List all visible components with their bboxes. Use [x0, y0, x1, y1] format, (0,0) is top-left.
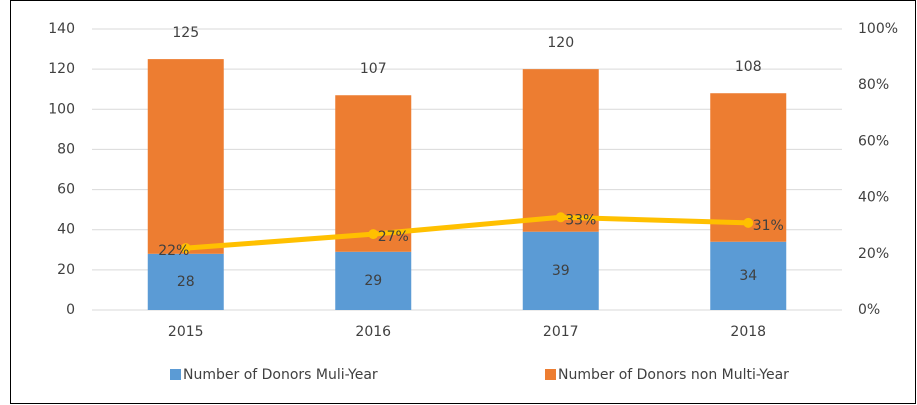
- line-point: [180, 243, 191, 254]
- line-value-label: 22%: [158, 243, 189, 259]
- x-tick-label: 2017: [543, 324, 579, 340]
- y2-tick-label: 0%: [858, 302, 880, 318]
- y-tick-label: 0: [66, 302, 75, 318]
- bar-value-label: 29: [364, 273, 382, 289]
- y-tick-label: 60: [57, 182, 75, 198]
- bar-value-label: 28: [177, 274, 195, 290]
- y-tick-label: 40: [57, 222, 75, 238]
- total-label: 107: [360, 61, 387, 77]
- total-label: 125: [172, 25, 199, 41]
- line-value-label: 33%: [565, 212, 596, 228]
- bar-value-label: 39: [552, 263, 570, 279]
- y2-tick-label: 40%: [858, 190, 889, 206]
- y2-tick-label: 20%: [858, 246, 889, 262]
- legend-swatch: [170, 369, 181, 380]
- bar-segment: [147, 59, 224, 254]
- line-point: [743, 217, 754, 228]
- legend-label: Number of Donors Muli-Year: [183, 367, 378, 383]
- total-label: 120: [547, 35, 574, 51]
- bar-segment: [335, 251, 412, 310]
- line-value-label: 31%: [753, 218, 784, 234]
- x-tick-label: 2018: [730, 324, 766, 340]
- line-point: [555, 212, 566, 223]
- x-tick-label: 2016: [355, 324, 391, 340]
- y2-tick-label: 100%: [858, 21, 898, 37]
- bar-segment: [522, 69, 599, 232]
- legend-swatch: [545, 369, 556, 380]
- line-series: [183, 214, 751, 251]
- x-tick-label: 2015: [168, 324, 204, 340]
- y-tick-label: 80: [57, 141, 75, 157]
- y-tick-label: 100: [48, 101, 75, 117]
- bar-segment: [710, 241, 787, 310]
- bar-segment: [335, 95, 412, 252]
- bar-segment: [522, 231, 599, 310]
- legend-label: Number of Donors non Multi-Year: [558, 367, 789, 383]
- bar-segment: [147, 253, 224, 310]
- total-label: 108: [735, 59, 762, 75]
- y-tick-label: 20: [57, 262, 75, 278]
- y-tick-label: 120: [48, 61, 75, 77]
- line-point: [368, 229, 379, 240]
- y2-tick-label: 60%: [858, 133, 889, 149]
- line-value-label: 27%: [378, 229, 409, 245]
- y-tick-label: 140: [48, 21, 75, 37]
- y2-tick-label: 80%: [858, 77, 889, 93]
- bar-value-label: 34: [739, 268, 757, 284]
- bar-segment: [710, 93, 787, 242]
